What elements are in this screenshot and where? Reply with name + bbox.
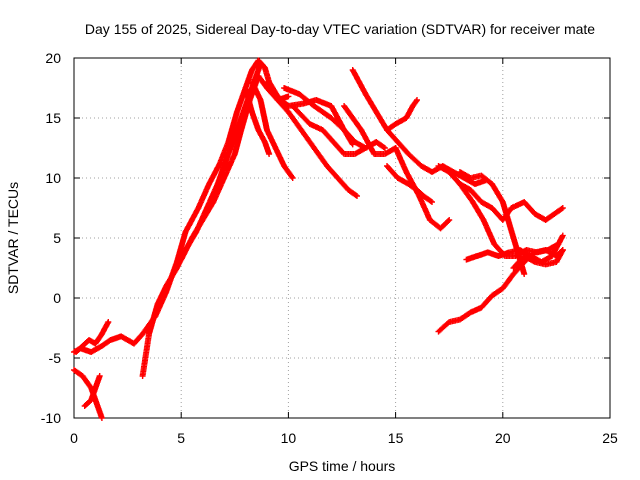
series-track-7 [242,85,273,157]
series-track-11 [289,103,388,157]
y-tick-label: -10 [41,410,61,426]
y-tick-label: 0 [53,290,61,306]
y-tick-labels: -10 -5 0 5 10 15 20 [41,50,61,426]
x-tick-labels: 0 5 10 15 20 25 [70,430,618,446]
y-tick-label: 10 [45,170,61,186]
x-tick-label: 0 [70,430,78,446]
data-point-markers [249,79,296,181]
series-track-4 [81,373,103,409]
series-track-2 [73,319,112,355]
data-point-markers [81,373,103,409]
data-point-markers [349,67,489,187]
x-tick-label: 10 [281,430,297,446]
data-point-markers [456,181,566,223]
data-marks [71,57,566,421]
data-point-markers [341,103,399,157]
series-track-17 [435,163,562,259]
series-track-12 [341,103,399,157]
series-track-16 [392,145,453,232]
series-track-14 [384,97,420,133]
data-point-markers [264,79,360,199]
data-point-markers [242,85,273,157]
chart-title: Day 155 of 2025, Sidereal Day-to-day VTE… [85,21,595,37]
data-point-markers [178,73,292,263]
data-point-markers [510,247,566,271]
data-point-markers [384,97,420,133]
grid [74,58,610,418]
series-track-13 [349,67,489,187]
data-point-markers [392,145,453,232]
data-point-markers [289,103,388,157]
x-tick-label: 15 [388,430,404,446]
y-axis-title: SDTVAR / TECUs [5,182,21,294]
axis-ticks [73,57,611,419]
data-point-markers [73,319,112,355]
x-tick-label: 20 [495,430,511,446]
series-track-22 [510,247,566,271]
x-tick-label: 5 [177,430,185,446]
x-axis-title: GPS time / hours [289,458,396,474]
y-tick-label: 5 [53,230,61,246]
series-track-8 [249,79,296,181]
series-track-6 [178,73,292,263]
series-track-9 [264,79,360,199]
y-tick-label: 20 [45,50,61,66]
y-tick-label: -5 [49,350,62,366]
series-track-19 [456,181,566,223]
y-tick-label: 15 [45,110,61,126]
x-tick-label: 25 [602,430,618,446]
data-point-markers [435,163,562,259]
